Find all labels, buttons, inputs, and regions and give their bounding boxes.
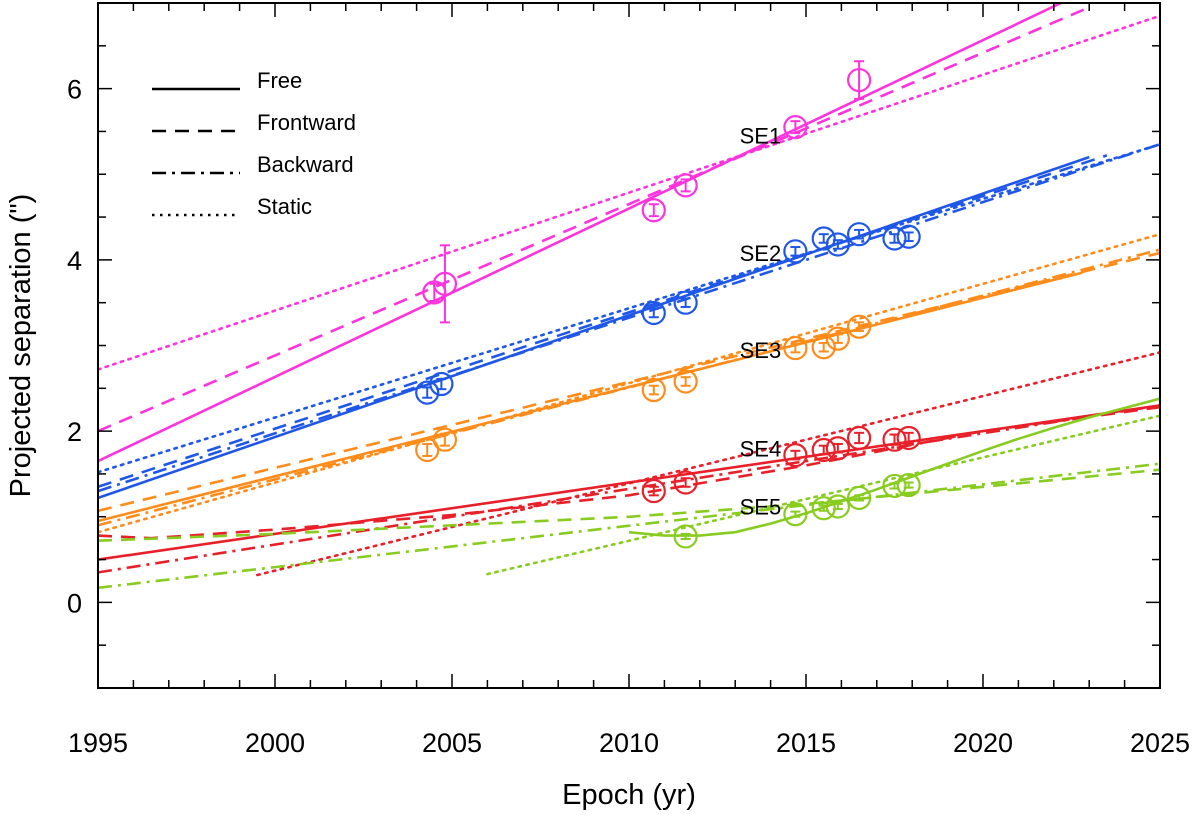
- se5-frontward-fit-line: [98, 468, 1160, 542]
- se5-data-point: [896, 472, 921, 498]
- se2-label: SE2: [740, 241, 782, 266]
- se3-data-point: [641, 377, 666, 403]
- se2-frontward-fit-line: [98, 154, 1108, 489]
- se2-backward-fit-line: [98, 143, 1160, 493]
- x-tick-label: 2005: [422, 728, 482, 758]
- se3-data-point: [846, 314, 872, 339]
- se4-backward-fit-line: [98, 404, 1160, 574]
- y-tick-label: 2: [67, 417, 82, 447]
- legend-entry-free: Free: [152, 68, 302, 93]
- legend-label: Static: [257, 194, 312, 219]
- se4-data-point: [846, 425, 872, 451]
- se4-data-point: [811, 437, 836, 463]
- se2-data-point: [673, 290, 698, 315]
- x-tick-label: 2020: [953, 728, 1013, 758]
- se4-data-point: [896, 425, 921, 451]
- legend-entry-frontward: Frontward: [152, 110, 356, 135]
- x-tick-label: 1995: [68, 728, 128, 758]
- y-tick-label: 4: [67, 246, 82, 276]
- se2-data-point: [783, 239, 808, 264]
- axis-ticks: [97, 2, 1161, 689]
- se2-free-fit-line: [98, 155, 1090, 500]
- x-tick-label: 2015: [776, 728, 836, 758]
- se4-data-point: [673, 470, 698, 495]
- se4-data-point: [641, 478, 666, 504]
- se3-data-point: [783, 335, 808, 361]
- se4-data-point: [825, 436, 850, 461]
- legend-label: Free: [257, 68, 302, 93]
- se3-frontward-fit-line: [98, 251, 1160, 513]
- se5-data-point: [783, 502, 808, 527]
- se2-data-point: [896, 224, 921, 249]
- se1-free-fit-line: [98, 3, 1062, 463]
- se1-data-point: [641, 198, 666, 223]
- se5-data-point: [825, 494, 850, 519]
- se3-data-point: [415, 437, 440, 463]
- legend-label: Backward: [257, 152, 354, 177]
- se4-data-point: [783, 443, 808, 468]
- fit-lines: [98, 3, 1160, 590]
- se1-frontward-fit-line: [98, 6, 1090, 433]
- se1-label: SE1: [740, 124, 782, 149]
- se3-data-point: [673, 369, 698, 394]
- se2-data-point: [641, 300, 666, 326]
- se4-static-fit-line: [255, 351, 1160, 577]
- legend-entry-static: Static: [152, 194, 312, 219]
- series-labels: SE1 SE2 SE3 SE4 SE5: [740, 124, 782, 520]
- se3-static-fit-line: [98, 232, 1160, 534]
- x-tick-label: 2025: [1130, 728, 1190, 758]
- se2-data-point: [429, 371, 454, 397]
- se3-label: SE3: [740, 338, 782, 363]
- y-tick-label: 6: [67, 75, 82, 105]
- x-tick-label: 2010: [599, 728, 659, 758]
- legend-entry-backward: Backward: [152, 152, 354, 177]
- se3-data-point: [825, 326, 850, 351]
- se2-data-point: [811, 226, 836, 251]
- se1-static-fit-line: [98, 14, 1160, 371]
- x-axis-title: Epoch (yr): [562, 779, 696, 811]
- legend: Free Frontward Backward Static: [152, 68, 356, 219]
- se4-label: SE4: [740, 436, 782, 461]
- data-points: [415, 60, 921, 549]
- se2-static-fit-line: [98, 143, 1160, 474]
- y-tick-label: 0: [67, 588, 82, 618]
- se2-data-point: [825, 232, 850, 257]
- se5-data-point: [846, 485, 872, 511]
- se3-data-point: [432, 427, 458, 452]
- se3-backward-fit-line: [98, 248, 1160, 527]
- se5-backward-fit-line: [98, 462, 1160, 590]
- x-tick-label: 2000: [245, 728, 305, 758]
- se2-data-point: [846, 222, 872, 247]
- plot-frame: [97, 2, 1161, 689]
- se5-label: SE5: [740, 494, 782, 519]
- se1-data-point: [432, 244, 458, 324]
- legend-label: Frontward: [257, 110, 356, 135]
- se5-static-fit-line: [486, 414, 1160, 576]
- se5-data-point: [673, 524, 698, 549]
- tick-labels: 1995 2000 2005 2010 2015 2020 2025 0 2 4 6: [67, 75, 1190, 758]
- se3-free-fit-line: [98, 271, 1083, 523]
- se1-data-point: [673, 173, 698, 198]
- se1-data-point: [846, 60, 872, 100]
- se1-data-point: [783, 115, 808, 140]
- y-axis-title: Projected separation ("): [5, 194, 37, 498]
